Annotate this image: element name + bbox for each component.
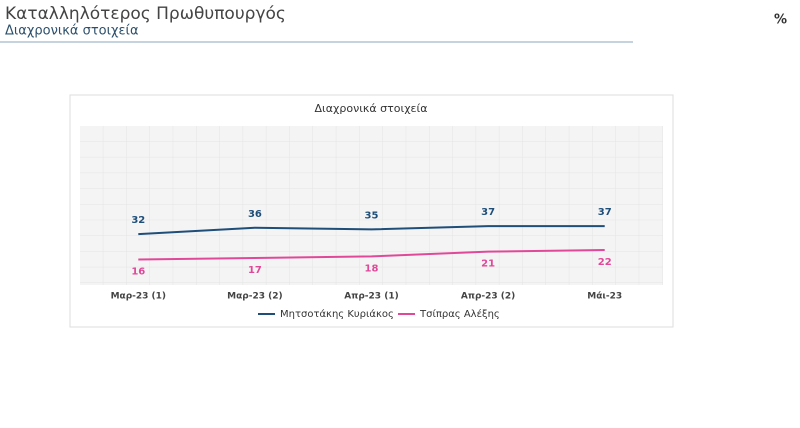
x-tick-label: Μάι-23 [587,292,622,302]
data-label: 36 [248,209,262,220]
data-label: 37 [481,207,495,218]
data-label: 35 [365,210,379,221]
legend-label: Τσίπρας Αλέξης [419,308,500,320]
x-tick-label: Απρ-23 (1) [344,292,398,302]
data-label: 18 [365,263,379,274]
chart-title: Διαχρονικά στοιχεία [315,102,428,115]
data-label: 37 [598,207,612,218]
page-title: Καταλληλότερος Πρωθυπουργός [5,4,286,24]
series-line [138,249,605,261]
page-subtitle: Διαχρονικά στοιχεία [5,24,139,39]
unit-label: % [774,13,787,28]
plot-grid [80,126,663,285]
data-label: 32 [131,215,145,226]
data-label: 22 [598,257,612,268]
series-line [138,225,605,236]
legend-label: Μητσοτάκης Κυριάκος [280,308,394,320]
x-tick-label: Μαρ-23 (2) [227,292,282,302]
x-tick-label: Μαρ-23 (1) [111,292,166,302]
data-label: 16 [131,267,145,278]
data-label: 17 [248,265,262,276]
data-label: 21 [481,259,495,270]
x-tick-label: Απρ-23 (2) [461,292,515,302]
